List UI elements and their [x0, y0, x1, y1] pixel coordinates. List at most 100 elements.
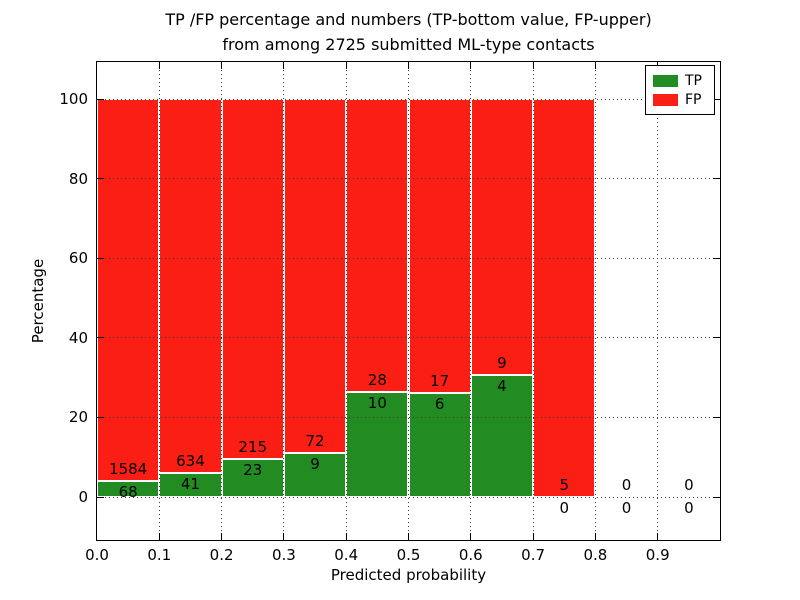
y-tick-mark — [713, 497, 720, 498]
y-tick-mark — [97, 337, 104, 338]
tp-count-label: 41 — [180, 474, 200, 493]
grid-line-vertical — [533, 62, 534, 540]
x-tick-mark — [221, 62, 222, 69]
grid-line-vertical — [346, 62, 347, 540]
x-tick-label: 0.6 — [458, 546, 483, 564]
x-tick-label: 0.4 — [334, 546, 359, 564]
x-axis-label: Predicted probability — [330, 566, 487, 584]
grid-line-vertical — [221, 62, 222, 540]
x-tick-mark — [159, 533, 160, 540]
y-axis-label: Percentage — [29, 258, 47, 344]
y-tick-mark — [97, 417, 104, 418]
y-tick-label: 60 — [68, 249, 88, 268]
y-tick-mark — [713, 337, 720, 338]
x-tick-mark — [408, 533, 409, 540]
y-tick-label: 0 — [78, 488, 88, 507]
grid-line-vertical — [283, 62, 284, 540]
grid-line-vertical — [657, 62, 658, 540]
y-tick-mark — [97, 99, 104, 100]
y-tick-mark — [713, 258, 720, 259]
x-tick-mark — [595, 533, 596, 540]
tp-count-label: 0 — [684, 499, 694, 518]
x-tick-mark — [595, 62, 596, 69]
x-tick-label: 0.2 — [209, 546, 234, 564]
x-tick-mark — [470, 533, 471, 540]
legend-box: TP FP — [645, 65, 715, 115]
y-tick-mark — [713, 99, 720, 100]
bar-segment-fp — [221, 99, 284, 459]
plot-area: 1584 68 634 41 215 23 72 9 28 10 17 6 9 4 5 0 0 0 0 0 0.0 0.… — [59, 61, 721, 564]
y-tick-mark — [97, 178, 104, 179]
x-tick-mark — [470, 62, 471, 69]
x-tick-label: 0.5 — [396, 546, 421, 564]
fp-count-label: 0 — [621, 476, 632, 495]
y-tick-label: 80 — [68, 169, 88, 188]
x-tick-mark — [283, 533, 284, 540]
x-tick-mark — [346, 533, 347, 540]
x-tick-label: 0.1 — [147, 546, 172, 564]
tp-count-label: 0 — [559, 499, 570, 518]
fp-count-label: 215 — [238, 437, 268, 456]
legend-item-label: TP — [685, 72, 702, 89]
bar-segment-tp — [159, 472, 222, 497]
chart-title-line1: TP /FP percentage and numbers (TP-bottom… — [165, 10, 652, 29]
x-tick-label: 0.9 — [645, 546, 670, 564]
x-tick-mark — [221, 533, 222, 540]
x-tick-mark — [283, 62, 284, 69]
tp-count-label: 23 — [243, 460, 263, 479]
bar-segment-fp — [533, 99, 596, 497]
bar-segment-fp — [283, 99, 347, 453]
x-tick-mark — [346, 62, 347, 69]
bar-segment-fp — [159, 99, 222, 473]
x-tick-label: 0.7 — [521, 546, 546, 564]
y-tick-mark — [97, 258, 104, 259]
y-tick-mark — [713, 178, 720, 179]
tp-count-label: 68 — [118, 482, 138, 501]
fp-count-label: 28 — [367, 371, 387, 390]
x-tick-label: 0.8 — [583, 546, 608, 564]
legend-swatch-fp — [653, 93, 678, 106]
fp-count-label: 634 — [176, 451, 205, 470]
x-tick-mark — [159, 62, 160, 69]
bar-segment-fp — [470, 99, 534, 375]
grid-line-vertical — [595, 62, 596, 540]
x-tick-mark — [657, 533, 658, 540]
bar-segment-fp — [346, 99, 409, 393]
chart-title: TP /FP percentage and numbers (TP-bottom… — [97, 7, 720, 57]
y-tick-label: 40 — [68, 328, 88, 347]
legend-item: FP — [653, 90, 707, 109]
fp-count-label: 9 — [497, 353, 507, 372]
bar-segment-tp — [346, 392, 409, 497]
legend-item: TP — [653, 71, 707, 90]
grid-line-vertical — [470, 62, 471, 540]
tp-count-label: 9 — [310, 454, 320, 473]
tp-count-label: 0 — [621, 499, 632, 518]
chart-title-line2: from among 2725 submitted ML-type contac… — [222, 35, 595, 54]
fp-count-label: 1584 — [109, 459, 148, 478]
x-tick-mark — [408, 62, 409, 69]
grid-line-vertical — [159, 62, 160, 540]
fp-count-label: 72 — [305, 431, 325, 450]
legend-item-label: FP — [685, 91, 702, 108]
legend-swatch-tp — [653, 74, 678, 87]
x-tick-label: 0.3 — [271, 546, 296, 564]
bar-segment-fp — [408, 99, 471, 394]
x-tick-mark — [533, 533, 534, 540]
y-tick-label: 20 — [68, 408, 88, 427]
fp-count-label: 0 — [684, 476, 694, 495]
bar-segment-tp — [470, 374, 534, 497]
grid-line-vertical — [408, 62, 409, 540]
bar-segment-tp — [97, 480, 160, 497]
x-tick-label: 0.0 — [85, 546, 109, 564]
y-tick-mark — [97, 497, 104, 498]
tp-count-label: 10 — [367, 394, 387, 413]
tp-count-label: 6 — [434, 395, 445, 414]
tp-count-label: 4 — [497, 376, 507, 395]
fp-count-label: 17 — [430, 372, 450, 391]
y-tick-mark — [713, 417, 720, 418]
bar-segment-tp — [221, 458, 284, 497]
y-tick-label: 100 — [59, 90, 88, 108]
bar-segment-fp — [97, 99, 160, 481]
bar-segment-tp — [283, 452, 347, 497]
